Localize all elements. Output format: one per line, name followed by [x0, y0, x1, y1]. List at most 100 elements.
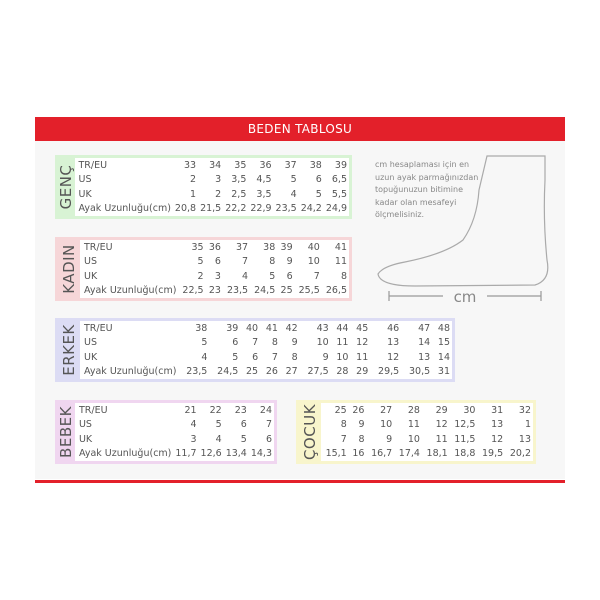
size-cell: 12: [387, 351, 400, 363]
size-cell: 10: [336, 351, 349, 363]
size-cell: 10: [407, 433, 420, 445]
size-cell: 24,9: [325, 203, 347, 215]
row-label: TR/EU: [78, 159, 108, 171]
bottom-divider: [35, 480, 565, 483]
size-cell: 25: [246, 366, 259, 378]
size-cell: 39: [226, 322, 239, 334]
size-cell: 3: [215, 174, 222, 186]
row-label: UK: [78, 188, 92, 200]
size-cell: 23,5: [226, 285, 249, 297]
size-cell: 12: [435, 419, 448, 431]
size-cell: 25: [280, 285, 293, 297]
size-cell: 29: [435, 404, 448, 416]
size-cell: 5: [201, 337, 208, 349]
size-cell: 17,4: [398, 448, 420, 460]
size-cell: 26: [265, 366, 278, 378]
note-line: topuğunuzun bitimine: [375, 185, 464, 194]
size-cell: 5,5: [331, 188, 347, 200]
size-cell: 8: [340, 270, 347, 282]
size-cell: 10: [307, 256, 320, 268]
size-cell: 20,2: [509, 448, 531, 460]
foot-illustration: cm: [377, 155, 549, 306]
size-cell: 38: [195, 322, 208, 334]
table-row: Ayak Uzunluğu(cm) 20,8 21,5 22,2 22,9 23,5 24,…: [75, 202, 350, 217]
size-cell: 2: [190, 174, 197, 186]
size-cell: 6: [232, 337, 239, 349]
size-cell: 6: [214, 256, 221, 268]
size-cell: 7: [271, 351, 278, 363]
size-cell: 9: [286, 256, 293, 268]
row-label: US: [84, 337, 97, 349]
size-cell: 4,5: [256, 174, 272, 186]
table-side-label: GENÇ: [57, 158, 76, 216]
size-cell: 27: [380, 404, 393, 416]
size-cell: 22,2: [225, 203, 247, 215]
table-side-label: ERKEK: [58, 321, 80, 379]
size-cell: 23: [208, 285, 221, 297]
size-cell: 1: [524, 419, 531, 431]
size-cell: 45: [356, 322, 369, 334]
table-row: Ayak Uzunluğu(cm) 23,5 24,5 25 26 27 27,5 28 29 2…: [80, 365, 452, 380]
size-cell: 48: [437, 322, 450, 334]
size-table-bebek: BEBEK TR/EU 21 22 23 24 US 4 5 6 7 UK 3 4 5 6 Ayak Uzunl…: [55, 400, 277, 464]
size-cell: 22,9: [250, 203, 272, 215]
size-cell: 40: [307, 241, 320, 253]
size-cell: 37: [284, 159, 297, 171]
size-cell: 30,5: [409, 366, 431, 378]
size-cell: 28: [336, 366, 349, 378]
size-cell: 14: [437, 351, 450, 363]
table-name: BEBEK: [57, 406, 76, 458]
size-cell: 13: [418, 351, 431, 363]
size-cell: 31: [437, 366, 450, 378]
size-cell: 4: [190, 419, 197, 431]
size-cell: 13: [491, 419, 504, 431]
row-label: UK: [84, 351, 98, 363]
size-cell: 16: [352, 448, 365, 460]
row-label: US: [78, 174, 92, 186]
size-cell: 5: [232, 351, 239, 363]
size-cell: 32: [518, 404, 531, 416]
size-cell: 22,5: [182, 285, 204, 297]
size-cell: 2: [215, 188, 222, 200]
note-line: uzun ayak parmağınızdan: [375, 172, 479, 182]
row-label: TR/EU: [84, 322, 113, 334]
size-grid: TR/EU 38 39 40 41 42 43 44 45 46 47 48 US 5 6 7 8 9 10 11 12…: [80, 321, 452, 379]
size-cell: 29,5: [378, 366, 400, 378]
table-row: UK 3 4 5 6: [75, 432, 274, 447]
row-label: Ayak Uzunluğu(cm): [84, 366, 177, 378]
size-cell: 26,5: [325, 285, 347, 297]
size-cell: 21,5: [200, 203, 222, 215]
size-cell: 3: [214, 270, 221, 282]
size-cell: 3,5: [231, 174, 247, 186]
size-cell: 27: [285, 366, 298, 378]
size-cell: 11,5: [454, 433, 476, 445]
size-cell: 4: [242, 270, 249, 282]
size-cell: 8: [269, 256, 276, 268]
size-cell: 4: [290, 188, 297, 200]
size-cell: 23: [234, 404, 247, 416]
size-cell: 34: [209, 159, 222, 171]
size-cell: 4: [215, 433, 222, 445]
size-cell: 7: [252, 337, 259, 349]
size-cell: 23,5: [275, 203, 297, 215]
row-label: Ayak Uzunluğu(cm): [78, 448, 172, 460]
size-cell: 11: [356, 351, 369, 363]
table-name: KADIN: [60, 244, 78, 294]
size-cell: 43: [316, 322, 329, 334]
size-cell: 20,8: [174, 203, 197, 215]
size-cell: 5: [315, 188, 322, 200]
size-cell: 31: [491, 404, 504, 416]
size-cell: 8: [358, 433, 365, 445]
table-row: 15,1 16 16,7 17,4 18,1 18,8 19,5 20,2: [321, 447, 533, 462]
table-row: US 4 5 6 7: [75, 418, 274, 433]
size-cell: 38: [309, 159, 322, 171]
size-cell: 9: [358, 419, 365, 431]
table-row: TR/EU 21 22 23 24: [75, 403, 274, 418]
table-row: TR/EU 35 36 37 38 39 40 41: [80, 240, 349, 255]
table-name: GENÇ: [57, 164, 76, 210]
size-cell: 35: [234, 159, 247, 171]
size-cell: 23,5: [186, 366, 208, 378]
size-grid: TR/EU 35 36 37 38 39 40 41 US 5 6 7 8 9 10 11 UK 2 3 4 5 6 7 8 A…: [80, 240, 349, 298]
size-cell: 11: [435, 433, 448, 445]
size-cell: 24: [259, 404, 272, 416]
